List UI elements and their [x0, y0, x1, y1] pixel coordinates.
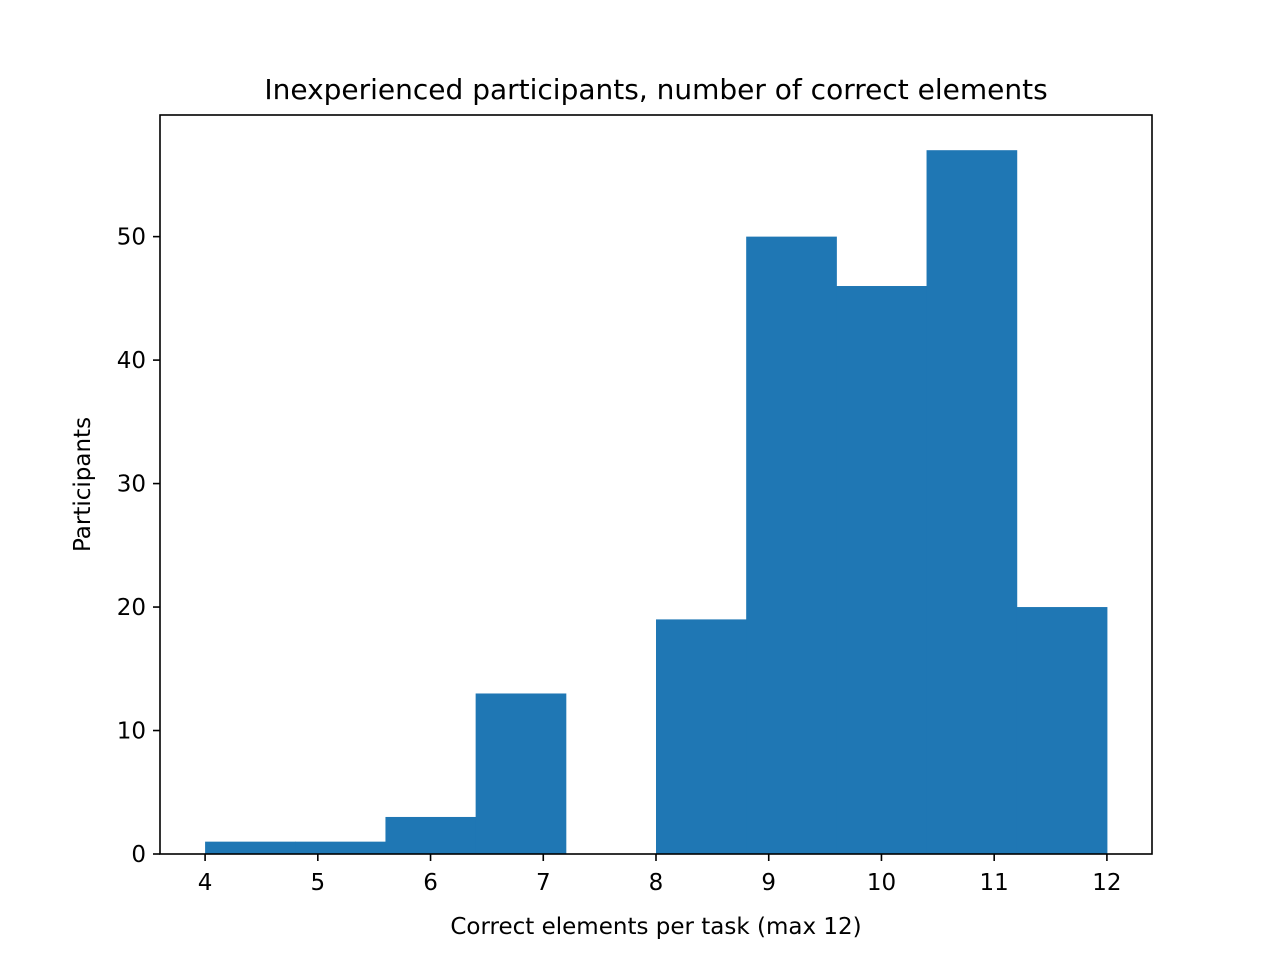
histogram-bar	[746, 236, 837, 854]
x-axis-label: Correct elements per task (max 12)	[450, 914, 861, 940]
x-tick-label: 11	[980, 870, 1009, 896]
histogram-bar	[385, 816, 477, 854]
chart-title: Inexperienced participants, number of co…	[264, 73, 1047, 106]
y-tick-label: 30	[117, 472, 146, 498]
histogram-bar	[205, 841, 296, 854]
histogram-bar	[475, 693, 567, 854]
histogram-bar	[926, 150, 1018, 854]
y-tick-label: 20	[117, 595, 146, 621]
x-tick-label: 5	[310, 870, 325, 896]
x-tick-label: 9	[761, 870, 776, 896]
histogram-bar	[295, 841, 386, 854]
bars-group	[205, 150, 1108, 854]
y-tick-label: 50	[117, 225, 146, 251]
x-tick-label: 12	[1092, 870, 1121, 896]
histogram-bar	[1016, 607, 1108, 854]
x-tick-label: 8	[649, 870, 664, 896]
x-tick-label: 7	[536, 870, 551, 896]
x-tick-label: 4	[198, 870, 213, 896]
histogram-bar	[656, 619, 747, 854]
x-axis-ticks: 4 5 6 7 8 9 10 11 12	[198, 854, 1122, 896]
y-axis-ticks: 0 10 20 30 40 50	[117, 225, 160, 868]
y-tick-label: 40	[117, 348, 146, 374]
y-axis-label: Participants	[70, 417, 96, 552]
y-tick-label: 10	[117, 719, 146, 745]
histogram-bar	[836, 286, 928, 854]
x-tick-label: 6	[423, 870, 438, 896]
x-tick-label: 10	[867, 870, 896, 896]
y-tick-label: 0	[131, 842, 146, 868]
